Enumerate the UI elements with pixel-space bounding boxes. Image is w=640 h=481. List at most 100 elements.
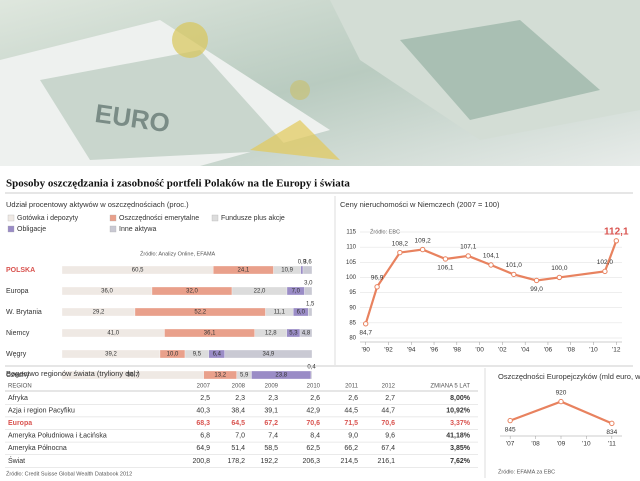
- table-cell: 200,8: [192, 458, 210, 465]
- table-cell: Afryka: [8, 395, 28, 402]
- table-cell: 66,2: [344, 445, 358, 452]
- legend-label: Gotówka i depozyty: [17, 215, 79, 222]
- value-label: 112,1: [604, 226, 629, 237]
- value-label: 109,2: [415, 237, 432, 244]
- value-label: 24,1: [238, 268, 250, 274]
- table-cell: 214,5: [340, 458, 358, 465]
- table-header: REGION: [8, 384, 32, 390]
- table-cell: 9,6: [385, 433, 395, 440]
- value-label: 6,0: [297, 310, 306, 316]
- table-cell: 67,4: [381, 445, 395, 452]
- table-cell: 192,2: [260, 458, 278, 465]
- value-label: 108,2: [392, 240, 409, 247]
- value-label: 32,0: [186, 289, 198, 295]
- x-tick-label: '00: [475, 347, 484, 354]
- y-tick-label: 80: [349, 336, 356, 342]
- x-tick-label: '92: [384, 347, 393, 354]
- value-label: 3,6: [303, 260, 312, 266]
- value-label: 13,2: [214, 373, 226, 379]
- table-header: 2010: [307, 384, 321, 390]
- table-header: 2009: [265, 384, 279, 390]
- table-cell: 70,6: [306, 420, 320, 427]
- point: [556, 274, 563, 281]
- point: [511, 271, 517, 278]
- table-header: 2012: [382, 384, 396, 390]
- point: [507, 417, 513, 424]
- bar-segment: [302, 265, 313, 275]
- bar-segment: [308, 307, 313, 317]
- x-tick-label: '96: [430, 347, 439, 354]
- value-label: 3,0: [304, 281, 313, 287]
- value-label: 96,9: [371, 275, 384, 282]
- table-cell: 64,9: [196, 445, 210, 452]
- value-label: 39,2: [105, 352, 117, 358]
- value-label: 23,8: [275, 373, 287, 379]
- value-label: 12,8: [265, 331, 277, 337]
- x-tick-label: '09: [557, 441, 566, 448]
- value-label: 100,0: [551, 265, 568, 272]
- category-label: Czechy: [6, 372, 30, 379]
- value-label: 29,2: [93, 310, 105, 316]
- legend-swatch: [7, 214, 15, 222]
- point: [362, 321, 369, 327]
- legend-swatch: [109, 225, 117, 233]
- table-cell: 2,7: [385, 395, 395, 402]
- category-label: Europa: [6, 288, 29, 295]
- bar-segment: [224, 349, 313, 359]
- bar-segment: [304, 286, 313, 296]
- value-label: 84,7: [359, 329, 372, 336]
- legend-label: Fundusze plus akcje: [221, 215, 285, 222]
- line: [364, 240, 618, 325]
- legend-label: Oszczędności emerytalne: [119, 215, 199, 222]
- value-label: 99,0: [530, 286, 543, 293]
- value-label: 845: [505, 426, 516, 433]
- x-tick-label: '11: [608, 441, 616, 448]
- point: [465, 253, 471, 259]
- table-cell: 38,4: [231, 407, 245, 414]
- table-cell: 41,18%: [446, 433, 471, 440]
- legend-swatch: [211, 214, 219, 222]
- legend-label: Obligacje: [17, 226, 46, 233]
- x-tick-label: '98: [453, 347, 462, 354]
- bar-segment: [310, 370, 313, 380]
- photo: EURO: [0, 0, 640, 166]
- table-cell: 40,3: [196, 407, 210, 414]
- point: [488, 262, 494, 268]
- table-cell: 2,6: [348, 395, 358, 402]
- value-label: 5,9: [240, 373, 249, 379]
- value-label: 7,0: [292, 289, 301, 295]
- point: [613, 238, 620, 244]
- y-tick-label: 105: [346, 260, 357, 266]
- point: [558, 398, 564, 405]
- table-cell: 62,5: [306, 445, 320, 452]
- table-cell: Świat: [8, 456, 25, 465]
- value-label: 10,9: [281, 268, 293, 274]
- category-label: W. Brytania: [6, 309, 42, 316]
- table-cell: Europa: [8, 420, 32, 427]
- value-label: 4,8: [302, 331, 311, 337]
- source: Źródło: EFAMA za EBC: [498, 468, 555, 475]
- table-cell: 2,3: [268, 395, 278, 402]
- table-cell: 70,6: [381, 420, 395, 427]
- value-label: 1,5: [306, 302, 315, 308]
- chart-title: Oszczędności Europejczyków (mld euro, w …: [498, 372, 640, 381]
- y-tick-label: 90: [349, 305, 356, 311]
- point: [374, 284, 380, 290]
- line: [509, 400, 613, 425]
- value-label: 9,5: [193, 352, 202, 358]
- x-tick-label: '04: [521, 347, 530, 354]
- value-label: 52,2: [194, 310, 206, 316]
- x-tick-label: '08: [566, 347, 575, 354]
- table-cell: 3,37%: [450, 420, 471, 427]
- value-label: 60,5: [132, 268, 144, 274]
- table-title: Bogactwo regionów świata (tryliony dol.): [6, 369, 140, 378]
- table-cell: 71,5: [344, 420, 358, 427]
- main-title: Sposoby oszczędzania i zasobność portfel…: [6, 178, 350, 190]
- table-cell: Ameryka Północna: [8, 445, 67, 452]
- table-cell: 206,3: [302, 458, 320, 465]
- table-cell: 44,7: [381, 407, 395, 414]
- value-label: 0,4: [307, 365, 316, 371]
- x-tick-label: '90: [361, 347, 370, 354]
- x-tick-label: '10: [582, 441, 591, 448]
- value-label: 22,0: [254, 289, 266, 295]
